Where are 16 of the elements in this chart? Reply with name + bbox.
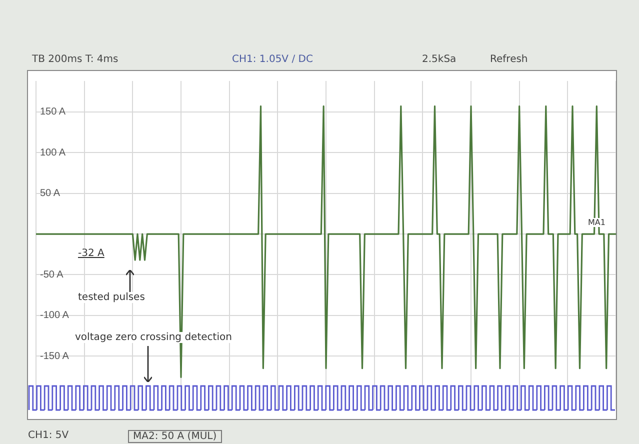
annotation: tested pulses <box>78 292 145 303</box>
text: CH1: 5V <box>28 430 69 441</box>
text: MA2: 50 A (MUL) <box>128 430 222 443</box>
y-tick-label: -100 A <box>40 310 70 322</box>
text: 2.5kSa <box>422 54 456 65</box>
text: TB 200ms T: 4ms <box>32 54 118 65</box>
y-tick-label: -150 A <box>40 350 70 362</box>
y-tick-label: 100 A <box>40 147 66 158</box>
y-tick-label: -50 A <box>40 269 64 280</box>
annotation: MA1 <box>588 218 606 227</box>
text: Refresh <box>490 54 528 65</box>
y-tick-label: 150 A <box>40 106 66 118</box>
y-tick-label: 50 A <box>40 188 60 200</box>
annotation: -32 A <box>78 248 104 259</box>
text: CH1: 1.05V / DC <box>232 54 313 65</box>
annotation: voltage zero crossing detection <box>75 332 232 343</box>
